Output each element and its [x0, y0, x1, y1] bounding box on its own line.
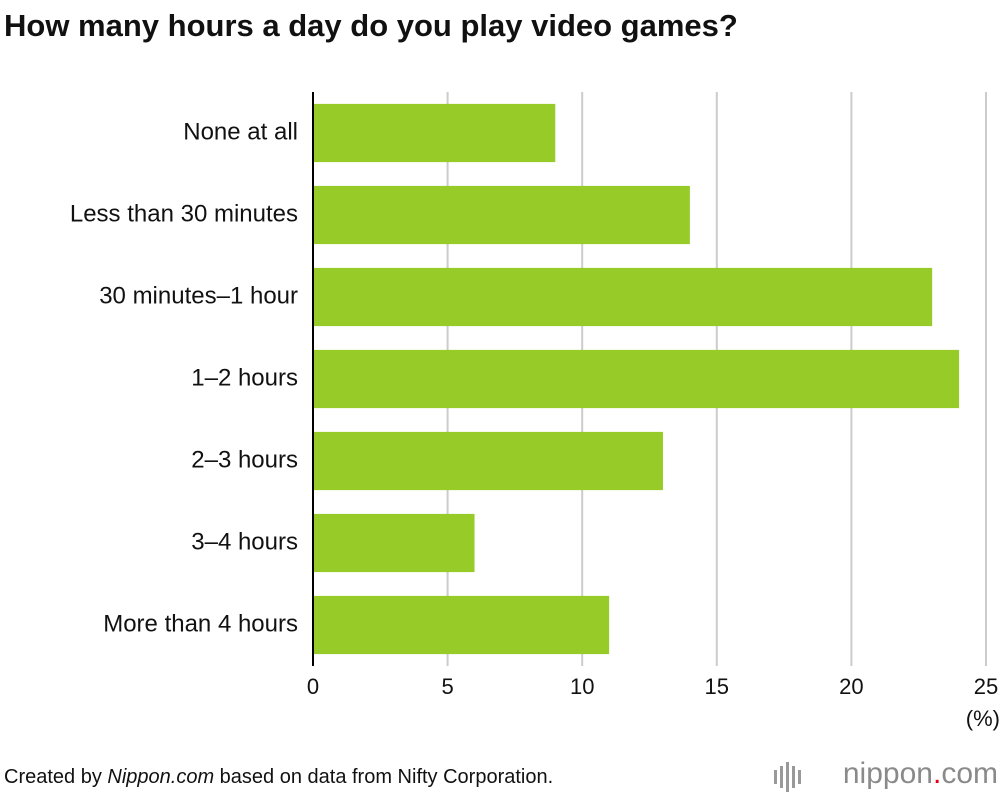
- logo: nippon.com: [843, 757, 998, 790]
- chart-title: How many hours a day do you play video g…: [4, 8, 738, 43]
- source-text: Created by: [4, 766, 107, 788]
- x-tick-label: 15: [705, 674, 729, 699]
- x-tick-label: 5: [441, 674, 453, 699]
- y-tick-label: More than 4 hours: [103, 610, 298, 637]
- y-tick-label: None at all: [183, 118, 298, 145]
- y-tick-label: 30 minutes–1 hour: [99, 282, 298, 309]
- source-text: based on data from Nifty Corporation.: [214, 766, 553, 788]
- bar: [313, 103, 556, 163]
- bar: [313, 349, 960, 409]
- source-text: Nippon.com: [107, 766, 214, 788]
- logo-text: nippon: [843, 757, 933, 790]
- logo-mark: [774, 762, 801, 792]
- bar: [313, 595, 610, 655]
- bar: [313, 431, 663, 491]
- bar: [313, 513, 475, 573]
- x-tick-label: 20: [839, 674, 863, 699]
- logo-text: com: [941, 757, 998, 790]
- x-tick-label: 25: [974, 674, 998, 699]
- y-tick-label: 2–3 hours: [191, 446, 298, 473]
- logo-text: .: [933, 757, 941, 790]
- y-tick-label: 1–2 hours: [191, 364, 298, 391]
- bar: [313, 267, 933, 327]
- bar: [313, 185, 690, 245]
- x-tick-label: 0: [307, 674, 319, 699]
- source: Created by Nippon.com based on data from…: [4, 766, 553, 788]
- y-tick-label: 3–4 hours: [191, 528, 298, 555]
- x-unit: (%): [966, 706, 1000, 731]
- x-tick-label: 10: [570, 674, 594, 699]
- y-tick-label: Less than 30 minutes: [70, 200, 298, 227]
